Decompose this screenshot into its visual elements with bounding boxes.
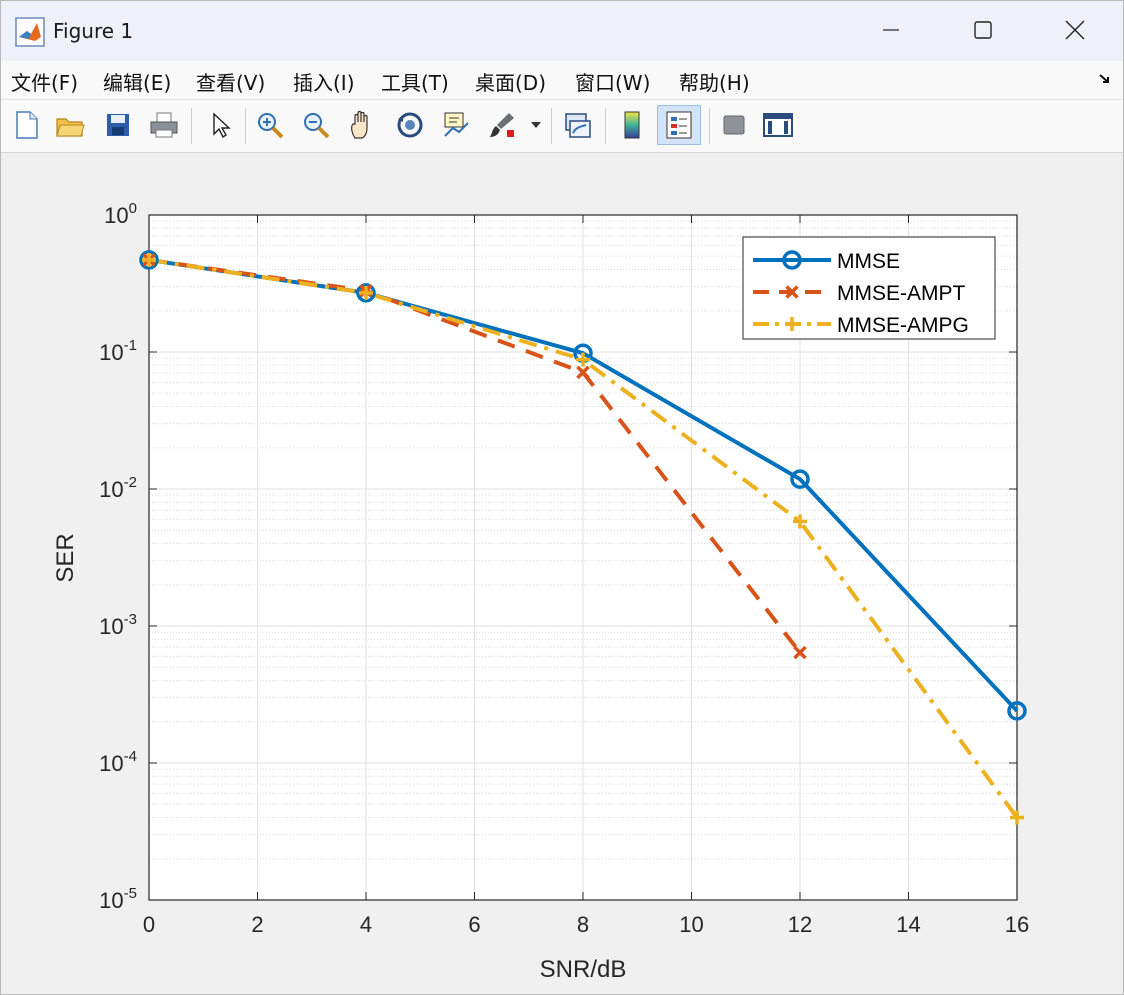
toolbar-separator <box>709 108 710 144</box>
series-mmse-ampt <box>148 257 802 654</box>
toolbar-separator <box>245 108 246 144</box>
y-tick-label: 10-1 <box>99 337 137 365</box>
data-point[interactable] <box>576 352 590 367</box>
maximize-icon <box>974 21 992 39</box>
x-tick-label: 4 <box>360 912 372 937</box>
line-chart[interactable]: 0 2 4 6 8 10 12 14 16 100 10-1 10-2 10-3 10-4 10-5 SN… <box>1 153 1123 994</box>
x-tick-labels: 0 2 4 6 8 10 12 14 16 <box>143 912 1029 937</box>
data-point[interactable] <box>1007 701 1027 721</box>
data-point[interactable] <box>793 645 807 660</box>
legend-marker[interactable] <box>785 317 799 331</box>
y-tick-labels: 100 10-1 10-2 10-3 10-4 10-5 <box>99 200 137 913</box>
y-tick-label: 10-3 <box>99 611 137 639</box>
toolbar <box>1 100 1123 153</box>
series-layer <box>139 250 1027 825</box>
print-icon[interactable] <box>147 107 181 143</box>
legend-icon[interactable] <box>657 105 701 145</box>
data-cursor-icon[interactable] <box>439 107 473 143</box>
x-tick-label: 0 <box>143 912 155 937</box>
y-tick-label: 10-5 <box>99 885 137 913</box>
dock-arrow-icon[interactable] <box>1097 71 1113 87</box>
data-point[interactable] <box>142 252 156 267</box>
zoom-in-icon[interactable] <box>253 107 287 143</box>
legend[interactable]: MMSE MMSE-AMPT MMSE-AMPG <box>742 236 996 340</box>
data-point[interactable] <box>790 469 810 489</box>
y-axis-label: SER <box>52 533 79 582</box>
menu-window[interactable]: 窗口(W) <box>575 71 651 95</box>
menu-edit[interactable]: 编辑(E) <box>103 71 172 95</box>
zoom-out-icon[interactable] <box>299 107 333 143</box>
close-icon <box>1065 20 1085 40</box>
menu-help[interactable]: 帮助(H) <box>679 71 750 95</box>
x-tick-label: 8 <box>577 912 589 937</box>
link-plot-icon[interactable] <box>561 107 595 143</box>
figure-canvas: 0 2 4 6 8 10 12 14 16 100 10-1 10-2 10-3 10-4 10-5 SN… <box>1 153 1123 994</box>
data-point[interactable] <box>576 365 590 380</box>
menu-desktop[interactable]: 桌面(D) <box>475 71 547 95</box>
x-tick-label: 12 <box>788 912 812 937</box>
y-tick-label: 10-4 <box>99 748 137 776</box>
x-tick-label: 14 <box>896 912 920 937</box>
legend-marker[interactable] <box>785 285 799 299</box>
rotate-3d-icon[interactable] <box>393 107 427 143</box>
new-figure-icon[interactable] <box>9 107 43 143</box>
legend-label: MMSE-AMPT <box>837 282 966 305</box>
data-point[interactable] <box>356 283 376 303</box>
legend-marker[interactable] <box>782 250 802 270</box>
menu-tools[interactable]: 工具(T) <box>381 71 449 95</box>
window-title: Figure 1 <box>53 19 134 43</box>
legend-label: MMSE <box>837 250 900 273</box>
toolbar-separator <box>191 108 192 144</box>
title-bar: Figure 1 <box>1 1 1123 61</box>
axis-ticks <box>148 214 1018 901</box>
toolbar-separator <box>605 108 606 144</box>
y-tick-label: 10-2 <box>99 474 137 502</box>
series-markers-mmse-ampg <box>142 252 1024 825</box>
data-point[interactable] <box>139 250 159 270</box>
minimize-button[interactable] <box>863 9 919 51</box>
x-axis-label: SNR/dB <box>540 956 627 983</box>
pan-icon[interactable] <box>345 107 379 143</box>
x-tick-label: 16 <box>1005 912 1029 937</box>
legend-label: MMSE-AMPG <box>837 314 969 337</box>
open-file-icon[interactable] <box>53 107 87 143</box>
series-line[interactable] <box>148 257 802 654</box>
x-tick-label: 10 <box>679 912 703 937</box>
data-point[interactable] <box>359 285 373 300</box>
y-tick-label: 100 <box>104 200 137 228</box>
legend-item[interactable]: MMSE-AMPG <box>753 314 969 337</box>
series-markers-mmse <box>139 250 1027 721</box>
minimize-icon <box>883 29 899 31</box>
pointer-icon[interactable] <box>203 107 237 143</box>
menu-bar: 文件(F) 编辑(E) 查看(V) 插入(I) 工具(T) 桌面(D) 窗口(W… <box>1 61 1123 100</box>
brush-icon[interactable] <box>485 107 519 143</box>
hide-plot-tools-icon[interactable] <box>717 107 751 143</box>
legend-item[interactable]: MMSE-AMPT <box>753 282 966 305</box>
close-button[interactable] <box>1047 9 1103 51</box>
matlab-icon <box>15 17 45 47</box>
x-tick-label: 6 <box>468 912 480 937</box>
colorbar-icon[interactable] <box>615 107 649 143</box>
x-tick-label: 2 <box>251 912 263 937</box>
legend-item[interactable]: MMSE <box>753 250 900 273</box>
menu-file[interactable]: 文件(F) <box>11 71 79 95</box>
brush-dropdown-icon[interactable] <box>527 107 545 143</box>
maximize-button[interactable] <box>955 9 1011 51</box>
show-plot-tools-icon[interactable] <box>761 107 795 143</box>
save-icon[interactable] <box>101 107 135 143</box>
toolbar-separator <box>551 108 552 144</box>
data-point[interactable] <box>793 514 807 529</box>
data-point[interactable] <box>1010 810 1024 825</box>
menu-insert[interactable]: 插入(I) <box>293 71 355 95</box>
menu-view[interactable]: 查看(V) <box>196 71 266 95</box>
